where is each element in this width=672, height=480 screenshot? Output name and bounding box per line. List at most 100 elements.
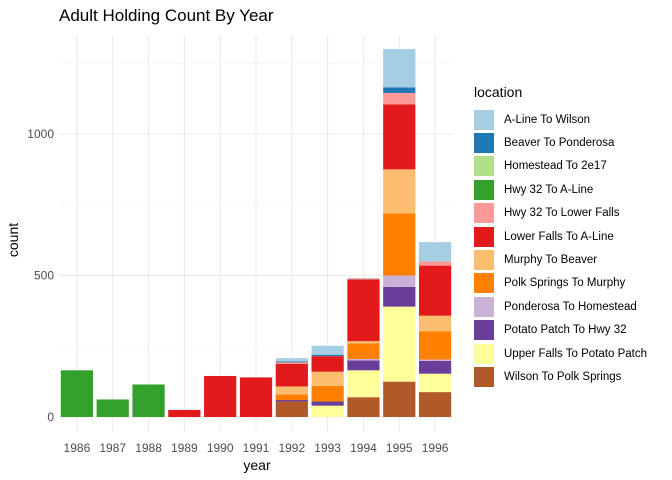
legend-swatch bbox=[474, 179, 494, 200]
bar-segment bbox=[383, 92, 416, 105]
bar-segment bbox=[96, 399, 129, 417]
legend-swatch bbox=[474, 296, 494, 317]
bar-segment bbox=[275, 386, 308, 395]
x-tick-label: 1988 bbox=[135, 441, 162, 455]
legend-swatch bbox=[474, 343, 494, 364]
chart-title: Adult Holding Count By Year bbox=[59, 6, 274, 25]
bar-segment bbox=[311, 405, 344, 417]
bar-segment bbox=[311, 401, 344, 406]
bar-segment bbox=[311, 385, 344, 402]
bar-segment bbox=[347, 341, 380, 344]
x-tick-label: 1994 bbox=[350, 441, 377, 455]
legend-swatch bbox=[474, 250, 494, 271]
legend-label: Upper Falls To Potato Patch bbox=[504, 347, 647, 360]
bars-layer bbox=[60, 49, 452, 417]
bar-segment bbox=[275, 401, 308, 417]
bar-segment bbox=[418, 392, 452, 417]
bar-segment bbox=[418, 242, 452, 262]
bar-segment bbox=[275, 362, 308, 364]
bar-segment bbox=[383, 275, 416, 287]
legend-swatch bbox=[474, 273, 494, 294]
x-tick-label: 1986 bbox=[64, 441, 91, 455]
legend-item: Beaver To Ponderosa bbox=[474, 131, 647, 154]
y-tick-label: 1000 bbox=[27, 127, 54, 141]
legend-item: Upper Falls To Potato Patch bbox=[474, 342, 647, 365]
x-tick-label: 1995 bbox=[386, 441, 413, 455]
legend-item: Ponderosa To Homestead bbox=[474, 295, 647, 318]
legend-item: Hwy 32 To Lower Falls bbox=[474, 202, 647, 225]
legend-label: Wilson To Polk Springs bbox=[504, 370, 622, 383]
legend-label: Beaver To Ponderosa bbox=[504, 137, 615, 150]
bar-segment bbox=[311, 354, 344, 357]
bar-segment bbox=[275, 363, 308, 387]
legend-item: A-Line To Wilson bbox=[474, 108, 647, 131]
legend-swatch bbox=[474, 203, 494, 224]
legend-swatch bbox=[474, 109, 494, 130]
y-tick-label: 500 bbox=[34, 269, 54, 283]
bar-segment bbox=[418, 265, 452, 316]
legend-label: Hwy 32 To Lower Falls bbox=[504, 207, 620, 220]
bar-segment bbox=[347, 397, 380, 417]
legend-title: location bbox=[474, 84, 523, 100]
y-tick-label: 0 bbox=[47, 410, 54, 424]
bar-segment bbox=[383, 213, 416, 276]
legend-swatch bbox=[474, 366, 494, 387]
x-tick-label: 1990 bbox=[207, 441, 234, 455]
legend-label: Ponderosa To Homestead bbox=[504, 300, 637, 313]
bar-segment bbox=[418, 360, 452, 374]
legend-label: Hwy 32 To A-Line bbox=[504, 183, 594, 196]
bar-segment bbox=[275, 394, 308, 401]
bar-segment bbox=[311, 356, 344, 372]
bar-segment bbox=[60, 370, 94, 417]
legend-items: A-Line To Wilson Beaver To Ponderosa Homes… bbox=[474, 108, 647, 389]
ticks-layer: 0 500 1000 1986 1987 1988 1989 1990 1991 1992 1993… bbox=[27, 127, 448, 455]
legend-label: Lower Falls To A-Line bbox=[504, 230, 614, 243]
bar-segment bbox=[347, 360, 380, 371]
bar-segment bbox=[204, 375, 237, 417]
legend: location A-Line To Wilson Beaver To Ponde… bbox=[474, 84, 647, 389]
bar-segment bbox=[275, 358, 308, 362]
bar-segment bbox=[383, 286, 416, 307]
x-axis-title: year bbox=[243, 457, 271, 473]
legend-label: Potato Patch To Hwy 32 bbox=[504, 324, 627, 337]
x-tick-label: 1993 bbox=[314, 441, 341, 455]
bar-segment bbox=[347, 278, 380, 279]
bar-segment bbox=[418, 315, 452, 332]
bar-segment bbox=[347, 278, 380, 280]
bar-segment bbox=[383, 306, 416, 382]
legend-item: Wilson To Polk Springs bbox=[474, 365, 647, 388]
bar-segment bbox=[239, 377, 273, 417]
bar-segment bbox=[383, 381, 416, 417]
bar-segment bbox=[347, 358, 380, 361]
bar-segment bbox=[418, 359, 452, 361]
bar-segment bbox=[418, 373, 452, 393]
bar-segment bbox=[383, 49, 416, 88]
legend-item: Hwy 32 To A-Line bbox=[474, 178, 647, 201]
legend-label: Polk Springs To Murphy bbox=[504, 277, 626, 290]
legend-item: Polk Springs To Murphy bbox=[474, 272, 647, 295]
bar-segment bbox=[168, 409, 201, 417]
legend-item: Homestead To 2e17 bbox=[474, 155, 647, 178]
legend-item: Murphy To Beaver bbox=[474, 248, 647, 271]
bar-segment bbox=[383, 87, 416, 93]
legend-item: Potato Patch To Hwy 32 bbox=[474, 319, 647, 342]
bar-segment bbox=[347, 343, 380, 359]
bar-segment bbox=[311, 371, 344, 386]
legend-swatch bbox=[474, 226, 494, 247]
bar-segment bbox=[383, 104, 416, 170]
legend-swatch bbox=[474, 156, 494, 177]
x-tick-label: 1992 bbox=[278, 441, 305, 455]
bar-segment bbox=[275, 361, 308, 363]
bar-segment bbox=[347, 279, 380, 342]
bar-segment bbox=[132, 384, 165, 417]
bar-segment bbox=[418, 331, 452, 360]
legend-swatch bbox=[474, 320, 494, 341]
x-tick-label: 1996 bbox=[422, 441, 449, 455]
bar-segment bbox=[418, 261, 452, 266]
x-tick-label: 1991 bbox=[243, 441, 270, 455]
bar-segment bbox=[383, 169, 416, 214]
legend-item: Lower Falls To A-Line bbox=[474, 225, 647, 248]
legend-label: Homestead To 2e17 bbox=[504, 160, 607, 173]
bar-segment bbox=[275, 400, 308, 402]
